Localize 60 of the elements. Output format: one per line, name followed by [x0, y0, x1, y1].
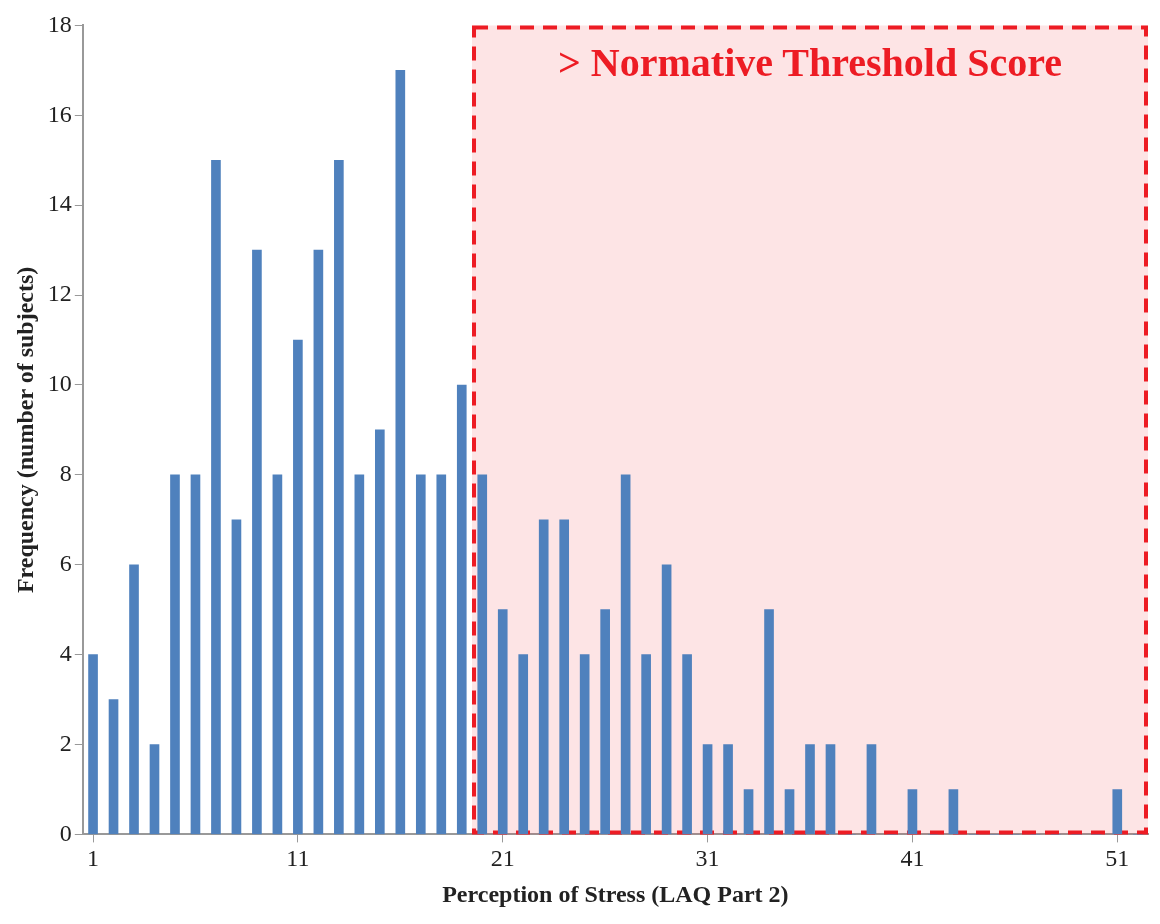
- bar: [354, 474, 365, 835]
- bar: [948, 789, 959, 835]
- bar: [170, 474, 180, 835]
- bar: [436, 474, 447, 835]
- bar: [313, 249, 324, 835]
- bar: [293, 339, 303, 835]
- bar: [600, 609, 610, 835]
- bar: [661, 564, 672, 835]
- x-tick-label: 21: [490, 845, 515, 872]
- x-tick-label: 31: [695, 845, 720, 872]
- bar: [497, 609, 508, 835]
- bar: [252, 249, 262, 835]
- x-axis-title: Perception of Stress (LAQ Part 2): [442, 880, 789, 907]
- bar: [108, 699, 119, 835]
- y-tick-label: 14: [47, 190, 72, 217]
- x-tick-label: 1: [87, 845, 100, 872]
- bar: [518, 654, 529, 835]
- bar: [190, 474, 201, 835]
- bar: [129, 564, 139, 835]
- bar: [702, 744, 713, 835]
- y-tick-label: 16: [47, 100, 72, 127]
- bar: [375, 429, 385, 835]
- bar: [415, 474, 426, 835]
- bar: [559, 519, 570, 835]
- y-tick-label: 6: [59, 550, 72, 577]
- x-tick-label: 51: [1105, 845, 1130, 872]
- bar: [579, 654, 590, 835]
- bar: [456, 384, 467, 835]
- bar: [866, 744, 877, 835]
- bar: [743, 789, 754, 835]
- bar: [907, 789, 918, 835]
- bar: [641, 654, 651, 835]
- bar: [272, 474, 283, 835]
- bar: [88, 654, 98, 835]
- bar: [334, 159, 344, 835]
- bar: [1112, 789, 1123, 835]
- bar: [211, 159, 221, 835]
- y-tick-label: 0: [59, 819, 72, 846]
- bar: [231, 519, 242, 835]
- bar: [620, 474, 631, 835]
- y-tick-label: 12: [47, 280, 72, 307]
- bar: [723, 744, 733, 835]
- x-tick-label: 11: [286, 845, 310, 872]
- bar: [477, 474, 488, 835]
- bar: [825, 744, 836, 835]
- y-tick-label: 4: [59, 639, 72, 666]
- x-tick-label: 41: [900, 845, 925, 872]
- bar: [784, 789, 795, 835]
- bar: [764, 609, 774, 835]
- bar: [805, 744, 815, 835]
- y-tick-label: 8: [59, 460, 72, 487]
- bar: [538, 519, 549, 835]
- bar: [149, 744, 160, 835]
- y-axis-title: Frequency (number of subjects): [11, 266, 38, 594]
- y-tick-label: 2: [59, 729, 72, 756]
- y-tick-label: 18: [47, 10, 72, 37]
- bar: [682, 654, 692, 835]
- bar: [395, 70, 406, 835]
- y-tick-label: 10: [47, 370, 72, 397]
- band-label: > Normative Threshold Score: [558, 39, 1062, 85]
